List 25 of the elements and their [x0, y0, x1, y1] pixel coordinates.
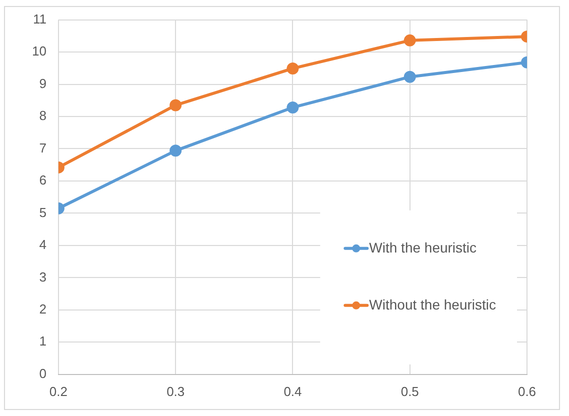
point — [404, 70, 416, 83]
point — [286, 101, 299, 114]
y-tick-label: 5 — [39, 204, 46, 220]
y-tick-label: 2 — [39, 302, 46, 317]
x-tick-label: 0.4 — [284, 384, 302, 399]
point — [286, 62, 299, 74]
y-tick-label: 8 — [39, 108, 46, 124]
y-tick-label: 3 — [39, 269, 46, 284]
point — [404, 34, 416, 46]
y-tick-label: 11 — [32, 11, 46, 26]
y-tick-label: 9 — [39, 76, 46, 91]
x-tick-label: 0.3 — [166, 384, 185, 399]
y-tick-label: 10 — [32, 44, 46, 59]
legend-label: Without the heuristic — [369, 296, 496, 312]
x-tick-label: 0.2 — [49, 384, 68, 399]
point — [170, 144, 182, 157]
legend-label: With the heuristic — [369, 239, 477, 256]
y-tick-label: 6 — [39, 172, 46, 188]
x-tick-label: 0.6 — [518, 384, 536, 399]
y-tick-label: 1 — [39, 334, 46, 349]
y-tick-label: 4 — [39, 237, 46, 252]
y-tick-label: 0 — [39, 366, 46, 381]
point — [170, 99, 182, 112]
y-tick-label: 7 — [39, 140, 46, 156]
x-tick-label: 0.5 — [400, 384, 419, 399]
